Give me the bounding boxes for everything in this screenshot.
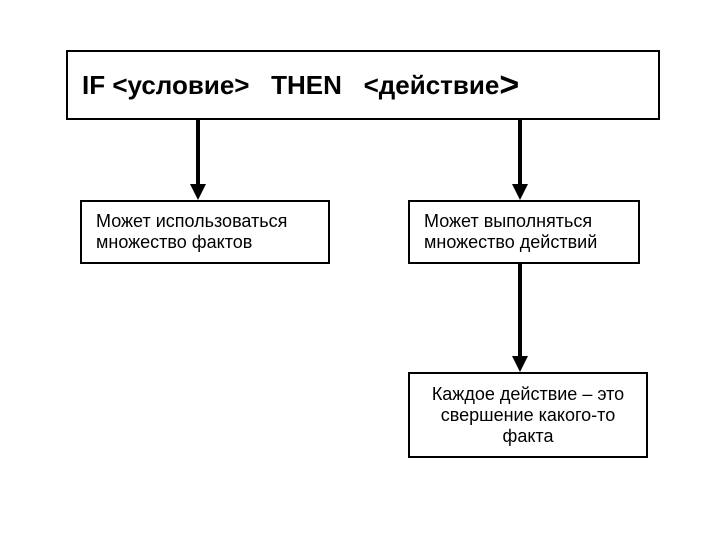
fact-note-box: Каждое действие – это свершение какого-т… [408, 372, 648, 458]
action-note-text: Может выполняться множество действий [424, 211, 624, 253]
then-keyword: THEN [249, 70, 363, 101]
condition: <условие> [112, 70, 249, 101]
condition-note-text: Может использоваться множество фактов [96, 211, 314, 253]
arrow-action-to-right [510, 120, 530, 200]
arrow-right-to-bottom [510, 264, 530, 372]
gt-symbol: > [499, 66, 519, 105]
action-note-box: Может выполняться множество действий [408, 200, 640, 264]
condition-note-box: Может использоваться множество фактов [80, 200, 330, 264]
rule-box: IF <условие> THEN <действие > [66, 50, 660, 120]
fact-note-text: Каждое действие – это свершение какого-т… [424, 384, 632, 447]
if-keyword: IF [82, 70, 112, 101]
action: <действие [364, 70, 500, 101]
arrow-cond-to-left [188, 120, 208, 200]
